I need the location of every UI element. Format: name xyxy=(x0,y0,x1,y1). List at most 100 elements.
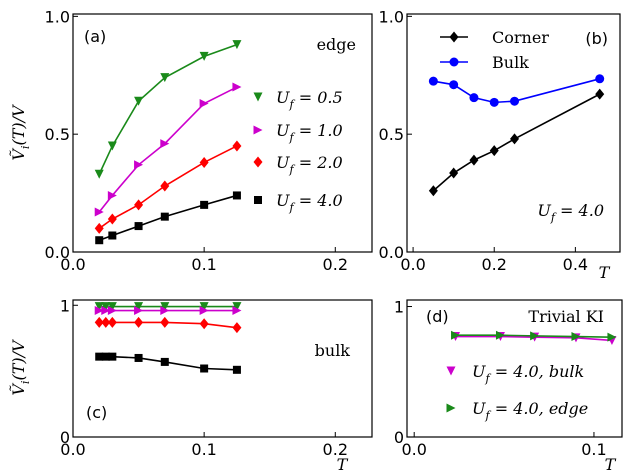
marker xyxy=(160,357,169,366)
x-tick-label: 0.1 xyxy=(191,440,216,459)
marker xyxy=(134,302,144,312)
marker xyxy=(446,403,456,413)
marker xyxy=(200,364,209,373)
marker xyxy=(530,331,540,341)
marker xyxy=(94,302,104,312)
marker xyxy=(160,302,170,312)
marker xyxy=(254,196,262,204)
marker xyxy=(199,99,209,109)
marker xyxy=(489,97,499,107)
marker xyxy=(469,154,479,166)
y-axis-label: Ṽi(T)/V xyxy=(8,339,32,396)
marker xyxy=(199,302,209,312)
x-tick-label: 0.1 xyxy=(191,255,216,274)
marker xyxy=(469,93,479,103)
marker xyxy=(101,306,111,316)
annotation: Trivial KI xyxy=(528,307,604,326)
marker xyxy=(134,160,144,170)
y-tick-label: 0.0 xyxy=(379,243,404,262)
legend-label: Uf = 0.5 xyxy=(276,88,343,111)
marker xyxy=(199,306,209,316)
marker xyxy=(595,88,605,100)
series-line xyxy=(98,86,238,213)
marker xyxy=(94,207,104,217)
x-tick-label: 0.0 xyxy=(401,440,426,459)
legend-label: Uf = 4.0, edge xyxy=(472,399,588,422)
marker xyxy=(199,318,209,330)
marker xyxy=(253,92,263,102)
marker xyxy=(95,352,104,361)
plot-frame xyxy=(72,13,373,253)
marker xyxy=(134,306,144,316)
marker xyxy=(95,236,104,245)
x-tick-label: 0.0 xyxy=(400,255,425,274)
marker xyxy=(232,140,242,152)
marker xyxy=(107,306,117,316)
marker xyxy=(160,316,170,328)
marker xyxy=(200,200,209,209)
plot-frame xyxy=(406,299,623,438)
x-axis-label: T xyxy=(337,455,349,474)
marker xyxy=(160,180,170,192)
marker xyxy=(449,31,459,43)
series-line xyxy=(432,93,601,192)
legend-label: Bulk xyxy=(492,53,529,72)
marker xyxy=(108,352,117,361)
x-axis-label: T xyxy=(599,263,611,282)
marker xyxy=(160,73,170,83)
annotation: edge xyxy=(317,35,356,54)
marker xyxy=(101,352,110,361)
marker xyxy=(134,353,143,362)
marker xyxy=(446,366,456,376)
series-line xyxy=(98,43,238,175)
marker xyxy=(253,156,263,168)
x-tick-label: 0.0 xyxy=(60,440,85,459)
y-tick-label: 0 xyxy=(60,428,70,447)
marker xyxy=(107,316,117,328)
marker xyxy=(107,302,117,312)
marker xyxy=(134,96,144,106)
marker xyxy=(253,125,263,135)
marker xyxy=(232,322,242,334)
marker xyxy=(199,156,209,168)
legend-label: Uf = 4.0, bulk xyxy=(472,362,584,385)
marker xyxy=(160,139,170,149)
marker xyxy=(489,145,499,157)
plot-frame xyxy=(72,299,373,438)
marker xyxy=(595,74,605,84)
marker xyxy=(107,213,117,225)
marker xyxy=(449,57,459,67)
marker xyxy=(232,82,242,92)
panel-label: (d) xyxy=(426,307,449,326)
marker xyxy=(510,96,520,106)
marker xyxy=(134,199,144,211)
marker xyxy=(94,316,104,328)
marker xyxy=(495,330,505,340)
marker xyxy=(232,40,242,50)
marker xyxy=(107,190,117,200)
y-tick-label: 1 xyxy=(60,296,70,315)
panel-label: (a) xyxy=(84,27,106,46)
marker xyxy=(94,306,104,316)
marker xyxy=(101,316,111,328)
marker xyxy=(449,167,459,179)
y-tick-label: 0.0 xyxy=(45,243,70,262)
x-tick-label: 0.2 xyxy=(323,255,348,274)
legend-label: Corner xyxy=(492,28,549,47)
x-axis-label: T xyxy=(605,455,617,474)
marker xyxy=(510,133,520,145)
x-tick-label: 0.2 xyxy=(323,440,348,459)
plot-frame xyxy=(406,13,621,253)
marker xyxy=(160,212,169,221)
marker xyxy=(232,365,241,374)
marker xyxy=(160,306,170,316)
marker xyxy=(451,330,461,340)
marker xyxy=(607,332,617,342)
marker xyxy=(449,80,459,90)
y-tick-label: 0.5 xyxy=(45,125,70,144)
y-tick-label: 1.0 xyxy=(379,7,404,26)
x-tick-label: 0.0 xyxy=(60,255,85,274)
marker xyxy=(94,169,104,179)
marker xyxy=(94,222,104,234)
